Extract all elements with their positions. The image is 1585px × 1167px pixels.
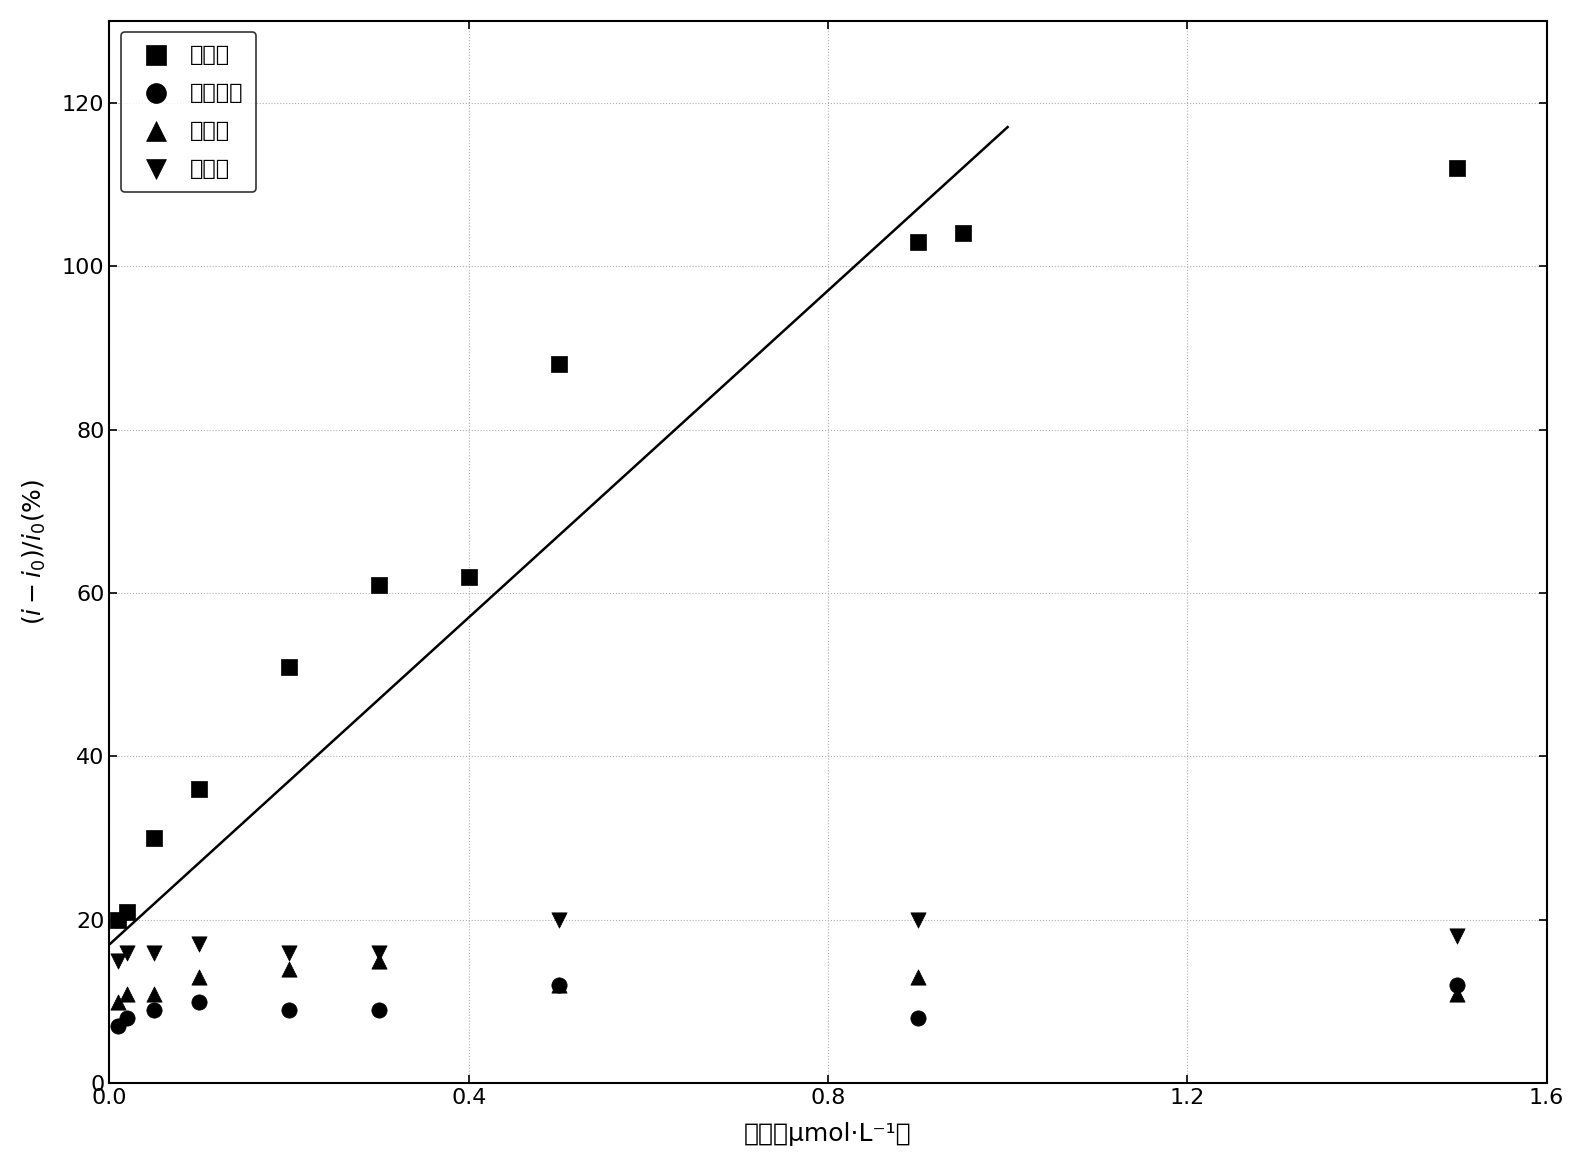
丙渴磷 (187, 780, 212, 798)
毒死蚌 (276, 943, 301, 962)
毒死蚌 (114, 943, 139, 962)
毒死蚌 (187, 935, 212, 953)
杀虫单 (545, 976, 571, 994)
杀虫单 (114, 984, 139, 1002)
丙渴磷 (366, 575, 391, 594)
杀虫单 (106, 992, 132, 1011)
阿特拉津 (545, 976, 571, 994)
阿特拉津 (1444, 976, 1469, 994)
毒死蚌 (366, 943, 391, 962)
杀虫单 (1444, 984, 1469, 1002)
毒死蚌 (905, 910, 930, 929)
丙渴磷 (114, 902, 139, 921)
阿特拉津 (141, 1000, 166, 1019)
丙渴磷 (949, 224, 975, 243)
丙渴磷 (1444, 159, 1469, 177)
毒死蚌 (1444, 927, 1469, 945)
阿特拉津 (276, 1000, 301, 1019)
杀虫单 (141, 984, 166, 1002)
丙渴磷 (905, 232, 930, 251)
阿特拉津 (114, 1008, 139, 1027)
杀虫单 (276, 959, 301, 978)
Y-axis label: $(i-i_0)/i_0(\%)$: $(i-i_0)/i_0(\%)$ (21, 478, 48, 626)
杀虫单 (905, 967, 930, 986)
X-axis label: 浓度（μmol·L⁻¹）: 浓度（μmol·L⁻¹） (745, 1123, 911, 1146)
杀虫单 (187, 967, 212, 986)
丙渴磷 (106, 910, 132, 929)
阿特拉津 (905, 1008, 930, 1027)
阿特拉津 (187, 992, 212, 1011)
Legend: 丙渴磷, 阿特拉津, 杀虫单, 毒死蚌: 丙渴磷, 阿特拉津, 杀虫单, 毒死蚌 (120, 32, 257, 191)
丙渴磷 (545, 355, 571, 373)
毒死蚌 (106, 951, 132, 970)
丙渴磷 (456, 567, 482, 586)
杀虫单 (366, 951, 391, 970)
丙渴磷 (276, 657, 301, 676)
丙渴磷 (141, 829, 166, 847)
阿特拉津 (366, 1000, 391, 1019)
毒死蚌 (545, 910, 571, 929)
阿特拉津 (106, 1016, 132, 1035)
毒死蚌 (141, 943, 166, 962)
